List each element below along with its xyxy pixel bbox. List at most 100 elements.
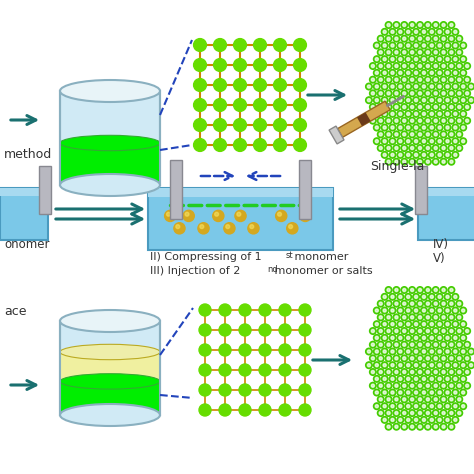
Circle shape bbox=[413, 362, 419, 368]
Circle shape bbox=[446, 85, 449, 88]
Circle shape bbox=[413, 152, 419, 158]
Circle shape bbox=[458, 146, 461, 150]
Circle shape bbox=[426, 92, 429, 95]
Circle shape bbox=[454, 323, 457, 326]
Ellipse shape bbox=[60, 404, 160, 426]
Circle shape bbox=[422, 85, 426, 88]
Text: monomer or salts: monomer or salts bbox=[271, 266, 373, 276]
Circle shape bbox=[401, 396, 408, 403]
Circle shape bbox=[437, 110, 443, 117]
Circle shape bbox=[397, 70, 404, 76]
Circle shape bbox=[430, 377, 433, 381]
Circle shape bbox=[393, 314, 400, 320]
Circle shape bbox=[293, 59, 306, 72]
Circle shape bbox=[387, 146, 390, 150]
Circle shape bbox=[387, 288, 390, 292]
Circle shape bbox=[444, 42, 451, 49]
Circle shape bbox=[403, 133, 406, 136]
Circle shape bbox=[428, 70, 435, 76]
Circle shape bbox=[254, 59, 266, 72]
Circle shape bbox=[379, 398, 383, 401]
Text: st: st bbox=[286, 251, 293, 260]
Circle shape bbox=[405, 97, 411, 103]
Circle shape bbox=[446, 336, 449, 339]
Circle shape bbox=[413, 348, 419, 355]
Circle shape bbox=[397, 375, 404, 382]
Circle shape bbox=[462, 364, 465, 367]
Circle shape bbox=[273, 59, 286, 72]
Circle shape bbox=[395, 425, 398, 428]
Circle shape bbox=[389, 83, 396, 90]
Circle shape bbox=[407, 99, 410, 102]
Circle shape bbox=[414, 391, 418, 394]
Circle shape bbox=[414, 99, 418, 102]
Circle shape bbox=[397, 335, 404, 341]
Circle shape bbox=[379, 357, 383, 360]
Ellipse shape bbox=[60, 80, 160, 102]
Circle shape bbox=[460, 70, 466, 76]
Circle shape bbox=[444, 138, 451, 145]
Circle shape bbox=[425, 355, 431, 362]
Circle shape bbox=[393, 287, 400, 293]
Circle shape bbox=[382, 42, 388, 49]
Circle shape bbox=[454, 30, 457, 33]
Circle shape bbox=[437, 42, 443, 49]
Circle shape bbox=[458, 398, 461, 401]
Circle shape bbox=[419, 329, 421, 333]
Circle shape bbox=[442, 51, 445, 54]
Circle shape bbox=[420, 97, 427, 103]
Circle shape bbox=[414, 309, 418, 312]
Circle shape bbox=[214, 138, 227, 151]
Circle shape bbox=[419, 37, 421, 40]
Polygon shape bbox=[0, 188, 48, 240]
Circle shape bbox=[440, 118, 447, 124]
Circle shape bbox=[377, 131, 384, 137]
Circle shape bbox=[438, 126, 441, 129]
Circle shape bbox=[239, 404, 251, 416]
Circle shape bbox=[397, 417, 404, 423]
Circle shape bbox=[425, 328, 431, 334]
Circle shape bbox=[405, 110, 411, 117]
Circle shape bbox=[438, 323, 441, 326]
Circle shape bbox=[440, 314, 447, 320]
Circle shape bbox=[239, 304, 251, 316]
Circle shape bbox=[442, 398, 445, 401]
Circle shape bbox=[413, 375, 419, 382]
Circle shape bbox=[387, 78, 390, 81]
Circle shape bbox=[454, 391, 457, 394]
Circle shape bbox=[452, 321, 459, 328]
Circle shape bbox=[387, 51, 390, 54]
Circle shape bbox=[401, 369, 408, 375]
Circle shape bbox=[382, 417, 388, 423]
Circle shape bbox=[377, 341, 384, 348]
Circle shape bbox=[420, 83, 427, 90]
Circle shape bbox=[452, 83, 459, 90]
Circle shape bbox=[410, 133, 414, 136]
Circle shape bbox=[460, 389, 466, 396]
Circle shape bbox=[293, 38, 306, 51]
Circle shape bbox=[454, 126, 457, 129]
Circle shape bbox=[401, 63, 408, 69]
Circle shape bbox=[446, 126, 449, 129]
Circle shape bbox=[374, 124, 380, 131]
Circle shape bbox=[377, 383, 384, 389]
Circle shape bbox=[452, 152, 459, 158]
Circle shape bbox=[164, 210, 176, 221]
Circle shape bbox=[385, 158, 392, 165]
Circle shape bbox=[446, 140, 449, 143]
Circle shape bbox=[448, 90, 455, 97]
Circle shape bbox=[409, 355, 415, 362]
Circle shape bbox=[199, 344, 211, 356]
Circle shape bbox=[371, 329, 374, 333]
Circle shape bbox=[383, 71, 386, 74]
Circle shape bbox=[383, 377, 386, 381]
Circle shape bbox=[413, 389, 419, 396]
Circle shape bbox=[401, 328, 408, 334]
Circle shape bbox=[397, 42, 404, 49]
Circle shape bbox=[375, 112, 378, 116]
Circle shape bbox=[440, 49, 447, 55]
Circle shape bbox=[430, 419, 433, 421]
Circle shape bbox=[377, 145, 384, 151]
Circle shape bbox=[393, 118, 400, 124]
Polygon shape bbox=[0, 188, 48, 196]
